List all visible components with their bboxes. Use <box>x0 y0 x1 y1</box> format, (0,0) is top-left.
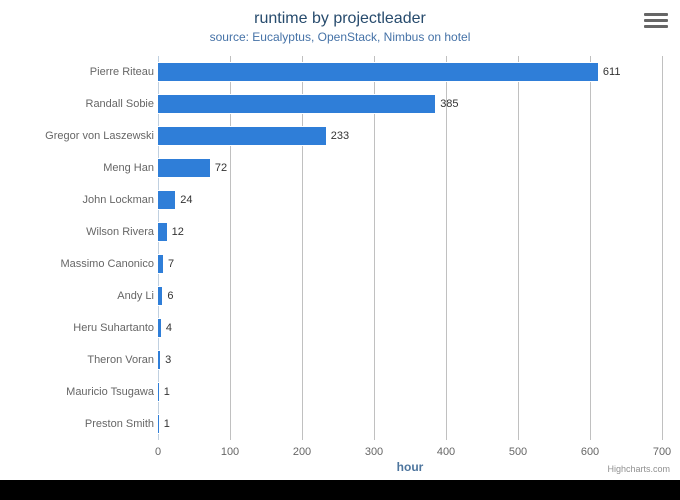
grid-line <box>590 56 591 440</box>
bar[interactable] <box>158 414 159 434</box>
category-label: Heru Suhartanto <box>73 322 154 334</box>
credits-link[interactable]: Highcharts.com <box>607 464 670 474</box>
bottom-bar <box>0 480 680 500</box>
x-tick-label: 300 <box>365 446 383 458</box>
bar[interactable] <box>158 350 160 370</box>
category-label: Preston Smith <box>85 418 154 430</box>
bar-value-label: 6 <box>167 290 173 302</box>
bar[interactable] <box>158 62 598 82</box>
category-label: Randall Sobie <box>86 98 155 110</box>
bar[interactable] <box>158 158 210 178</box>
bar[interactable] <box>158 94 435 114</box>
bar-value-label: 24 <box>180 194 192 206</box>
bar[interactable] <box>158 222 167 242</box>
x-axis-title: hour <box>397 460 424 474</box>
x-tick-label: 100 <box>221 446 239 458</box>
export-menu-icon[interactable] <box>644 10 668 30</box>
chart-subtitle: source: Eucalyptus, OpenStack, Nimbus on… <box>0 28 680 44</box>
category-label: Andy Li <box>117 290 154 302</box>
x-tick-label: 200 <box>293 446 311 458</box>
bar-value-label: 611 <box>603 66 621 78</box>
category-label: Meng Han <box>103 162 154 174</box>
bar-value-label: 233 <box>331 130 349 142</box>
bar[interactable] <box>158 190 175 210</box>
bar-value-label: 72 <box>215 162 227 174</box>
bar[interactable] <box>158 318 161 338</box>
bar-value-label: 12 <box>172 226 184 238</box>
bar-value-label: 4 <box>166 322 172 334</box>
bar-value-label: 3 <box>165 354 171 366</box>
category-label: Massimo Canonico <box>60 258 154 270</box>
category-label: Theron Voran <box>87 354 154 366</box>
bar[interactable] <box>158 254 163 274</box>
bar-value-label: 7 <box>168 258 174 270</box>
plot-area: hour 0100200300400500600700Pierre Riteau… <box>158 56 662 440</box>
grid-line <box>446 56 447 440</box>
grid-line <box>662 56 663 440</box>
category-label: Mauricio Tsugawa <box>66 386 154 398</box>
bar-value-label: 385 <box>440 98 458 110</box>
chart-title: runtime by projectleader <box>0 0 680 28</box>
bar-value-label: 1 <box>164 418 170 430</box>
x-tick-label: 0 <box>155 446 161 458</box>
category-label: Wilson Rivera <box>86 226 154 238</box>
category-label: John Lockman <box>82 194 154 206</box>
bar[interactable] <box>158 382 159 402</box>
x-tick-label: 700 <box>653 446 671 458</box>
bar[interactable] <box>158 286 162 306</box>
category-label: Pierre Riteau <box>90 66 154 78</box>
grid-line <box>518 56 519 440</box>
category-label: Gregor von Laszewski <box>45 130 154 142</box>
bar-value-label: 1 <box>164 386 170 398</box>
x-tick-label: 500 <box>509 446 527 458</box>
x-tick-label: 600 <box>581 446 599 458</box>
bar[interactable] <box>158 126 326 146</box>
chart-container: runtime by projectleader source: Eucalyp… <box>0 0 680 480</box>
x-tick-label: 400 <box>437 446 455 458</box>
